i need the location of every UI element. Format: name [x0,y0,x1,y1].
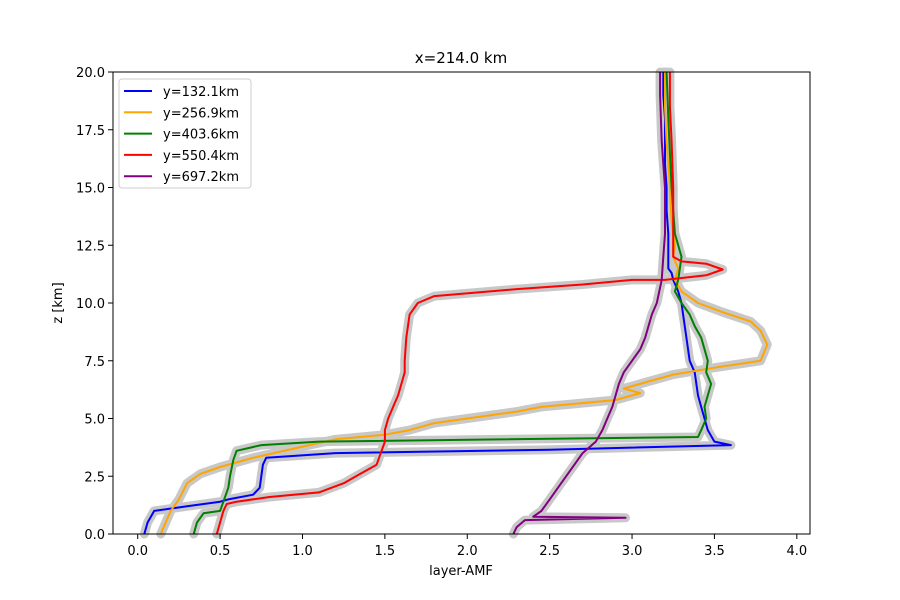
legend-label-4: y=550.4km [163,149,239,164]
y-tick-label: 12.5 [76,239,105,254]
series-lines [143,71,769,535]
y-tick-label: 2.5 [84,470,105,485]
x-tick-label: 4.0 [786,544,807,559]
legend-box [118,78,252,189]
series-line-5 [512,72,666,535]
x-tick-label: 0.5 [210,544,231,559]
series-line-3 [192,71,713,535]
x-tick-label: 3.0 [622,544,643,559]
x-tick-label: 2.0 [457,544,478,559]
legend-label-2: y=256.9km [163,106,239,121]
legend-label-3: y=403.6km [163,128,239,143]
y-tick-label: 0.0 [84,528,105,543]
x-tick-label: 3.5 [704,544,725,559]
y-tick-label: 17.5 [76,124,105,139]
x-axis: 0.0 0.5 1.0 1.5 2.0 2.5 3.0 3.5 4.0 [127,534,807,559]
chart-title: x=214.0 km [415,49,507,67]
legend-label-5: y=697.2km [163,170,239,185]
legend-label-1: y=132.1km [163,85,239,100]
x-tick-label: 2.5 [539,544,560,559]
legend: y=132.1km y=256.9km y=403.6km y=550.4km y=69… [118,78,252,189]
y-tick-label: 7.5 [84,355,105,370]
y-axis: 0.0 2.5 5.0 7.5 10.0 12.5 15.0 17.5 20.0 [76,66,113,543]
x-axis-label: layer-AMF [429,564,493,579]
y-axis-label: z [km] [51,282,66,323]
y-tick-label: 15.0 [76,182,105,197]
x-tick-label: 1.5 [375,544,396,559]
x-tick-label: 0.0 [127,544,148,559]
y-tick-label: 5.0 [84,413,105,428]
series-line-1 [143,72,732,535]
y-tick-label: 10.0 [76,297,105,312]
y-tick-label: 20.0 [76,66,105,81]
x-tick-label: 1.0 [292,544,313,559]
series-line-4 [215,72,724,535]
series-line-2 [159,72,769,535]
